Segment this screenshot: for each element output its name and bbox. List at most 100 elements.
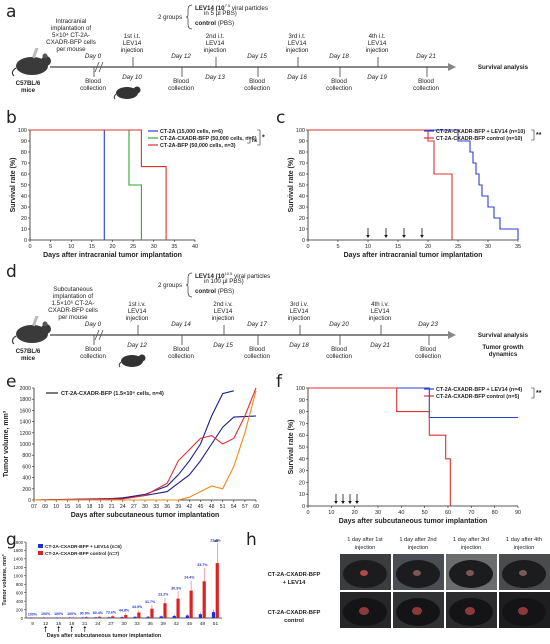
- x-tick-label: 10: [328, 510, 334, 516]
- tumor-site: [359, 607, 369, 615]
- survival-chart-f: 0 10 20 30 40 50 60 70 80 90 100 0 10 20 30 40 50 60 70 80 9…: [288, 386, 542, 525]
- lev14-bar: [172, 615, 176, 618]
- x-tick-label: 18: [69, 621, 75, 627]
- blood-collection-label: collection: [244, 85, 270, 92]
- implantation-text: CXADR-BFP cells: [46, 39, 96, 46]
- injection-label: injection: [287, 315, 311, 322]
- lev14-bar: [185, 615, 189, 618]
- x-tick-label: 51: [213, 621, 219, 627]
- blood-collection-label: Blood: [249, 78, 265, 85]
- group-brace: [186, 4, 193, 30]
- legend-label: CT-2A-CXADR-BFP (1.5×10⁶ cells, n=4): [61, 391, 164, 397]
- y-axis-title: Tumor volume, mm³: [3, 410, 10, 477]
- tumor-growth-label: dynamics: [488, 351, 518, 358]
- blood-collection-label: collection: [80, 353, 106, 360]
- mouse-head: [138, 354, 146, 362]
- timeline-day: Day 14: [171, 321, 191, 328]
- percent-label: 100%: [28, 612, 38, 616]
- y-tick-label: 1000: [19, 442, 31, 448]
- lev14-bar: [146, 616, 150, 618]
- x-tick-label: 45: [198, 504, 204, 510]
- survival-chart-c: 0 10 20 30 40 50 60 70 80 90 100 0 5 10 15 20 25 30 35 Days…: [288, 128, 542, 259]
- injection-label: 3rd i.v.: [289, 301, 309, 308]
- mouse-photo: [499, 592, 550, 628]
- lev14-bar: [198, 614, 202, 618]
- x-tick-label: 16: [76, 504, 82, 510]
- panel-letter-g: g: [6, 530, 17, 550]
- significance-label: **: [536, 132, 542, 139]
- y-tick-label: 0: [24, 238, 27, 244]
- timeline-day: Day 21: [416, 53, 436, 60]
- x-tick-label: 60: [253, 504, 259, 510]
- timeline-day: Day 20: [329, 321, 349, 328]
- implantation-text: per mouse: [56, 46, 86, 53]
- injection-label: injection: [120, 47, 144, 54]
- x-tick-label: 48: [200, 621, 206, 627]
- tumor-volume-chart-e: 0 200 400 600 800 1000 1200 1400 1600 1800 2000 07 0…: [3, 386, 259, 518]
- mouse-head: [41, 56, 51, 66]
- treatment-label-2: in 5 µl PBS): [204, 10, 237, 17]
- injection-arrowhead: [402, 235, 406, 238]
- x-tick-label: 0: [28, 244, 31, 250]
- injection-arrowhead: [57, 626, 60, 628]
- tumor-growth-label: Tumor growth: [482, 344, 524, 351]
- timeline-tick: [380, 325, 382, 335]
- mouse-photo: [446, 554, 497, 590]
- y-tick-label: 30: [21, 205, 27, 211]
- y-tick-label: 50: [299, 183, 305, 189]
- x-tick-label: 45: [187, 621, 193, 627]
- panel-letter-a: a: [6, 2, 17, 22]
- control-bar: [85, 617, 89, 618]
- photo-column-header: 1 day after 3rd: [452, 537, 490, 543]
- x-tick-label: 0: [306, 510, 309, 516]
- tumor-site: [465, 607, 475, 615]
- brace-path: [186, 4, 193, 30]
- photo-column-header: 1 day after 1st: [347, 537, 383, 543]
- mouse-body: [16, 325, 48, 343]
- timeline-day: Day 0: [84, 53, 102, 60]
- mouse-icon: [113, 86, 141, 100]
- panel-letter-b: b: [6, 108, 17, 128]
- photo-column-header: injection: [407, 545, 429, 551]
- mouse-body: [121, 355, 143, 367]
- x-tick-label: 10: [365, 244, 371, 250]
- control-bar: [202, 581, 206, 618]
- implantation-text: Intracranial: [55, 18, 87, 25]
- blood-collection-label: Blood: [173, 346, 189, 353]
- x-tick-label: 51: [220, 504, 226, 510]
- y-tick-label: 100: [18, 128, 27, 134]
- mouse-ear: [42, 321, 48, 327]
- y-tick-label: 1200: [19, 431, 31, 437]
- y-tick-label: 1400: [19, 420, 31, 426]
- mouse-tail: [11, 67, 17, 77]
- y-tick-label: 30: [299, 469, 305, 475]
- x-tick-label: 42: [187, 504, 193, 510]
- lev14-bar: [133, 616, 137, 618]
- panel-letter-e: e: [6, 372, 17, 392]
- y-tick-label: 600: [22, 464, 31, 470]
- timeline-tick: [257, 335, 259, 345]
- mouse-photo: [499, 554, 550, 590]
- injection-label: LEV14: [127, 308, 147, 315]
- blood-collection-label: Blood: [173, 78, 189, 85]
- y-tick-label: 90: [299, 139, 305, 145]
- x-tick-label: 30: [485, 244, 491, 250]
- y-axis-title: Survival rate (%): [288, 158, 295, 213]
- control-bar: [58, 617, 63, 619]
- timeline-day: Day 15: [247, 53, 267, 60]
- y-tick-label: 40: [21, 194, 27, 200]
- lev14-bar: [42, 617, 46, 619]
- injection-label: 4th i.v.: [371, 301, 389, 308]
- mouse-strain-label: C57BL/6: [15, 80, 41, 87]
- percent-label: 44.8%: [119, 609, 130, 613]
- injection-label: injection: [203, 47, 227, 54]
- x-tick-label: 39: [175, 504, 181, 510]
- x-tick-label: 5: [336, 244, 339, 250]
- y-axis-title: Survival rate (%): [10, 158, 17, 213]
- mouse-tail: [11, 335, 17, 345]
- tumor-growth-line: [33, 390, 234, 501]
- panel-letter-c: c: [276, 108, 286, 128]
- blood-collection-label: collection: [413, 85, 439, 92]
- control-bar: [215, 563, 219, 618]
- panel-letter-f: f: [276, 372, 282, 392]
